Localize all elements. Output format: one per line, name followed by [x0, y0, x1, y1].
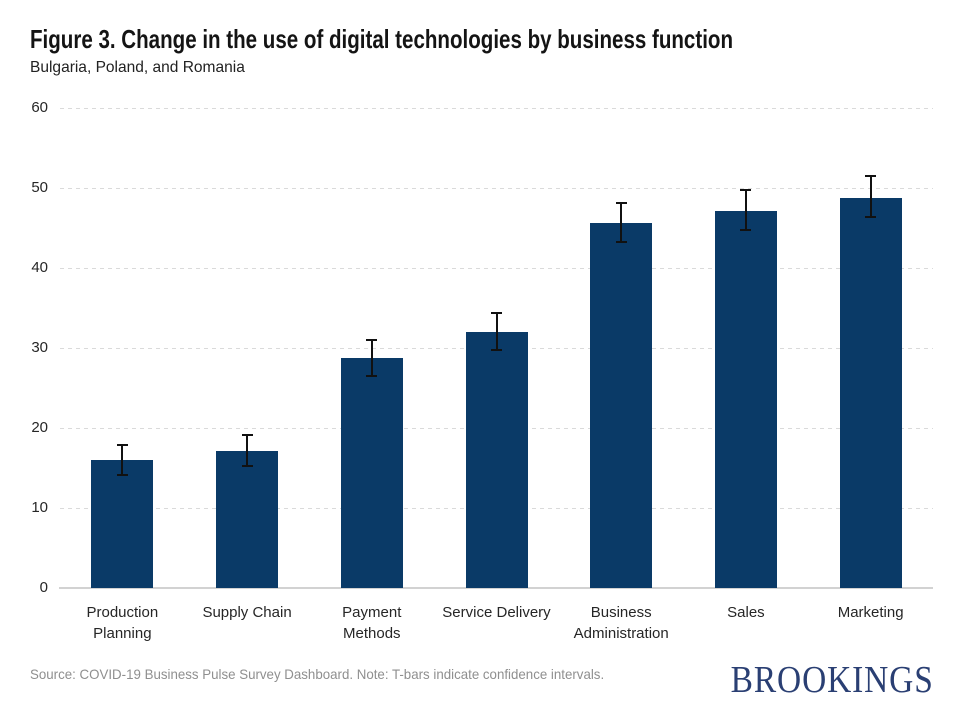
error-bar-cap-top	[241, 434, 253, 437]
x-axis-label-sales: Sales	[684, 602, 809, 623]
y-axis-tick-label: 40	[31, 259, 48, 276]
bar-production-planning	[91, 460, 154, 588]
error-bar-cap-top	[491, 311, 502, 314]
error-bar-cap-bottom	[491, 348, 502, 351]
error-bar-line	[370, 340, 373, 376]
gridline-40	[60, 268, 933, 269]
bar-supply-chain	[216, 451, 279, 588]
bar-sales	[714, 211, 777, 588]
error-bar-line	[744, 189, 747, 230]
error-bar-cap-bottom	[241, 464, 253, 467]
x-axis-label-production-planning: Production Planning	[60, 602, 185, 644]
x-axis-label-line: Supply Chain	[202, 604, 292, 621]
x-axis-label-line: Production	[86, 604, 159, 621]
x-axis-label-line: Administration	[573, 625, 669, 642]
bar-service-delivery	[465, 332, 528, 588]
figure-title: Figure 3. Change in the use of digital t…	[30, 24, 734, 54]
x-axis-label-line: Service Delivery	[442, 604, 551, 621]
error-bar-cap-bottom	[116, 474, 128, 477]
x-axis-label-marketing: Marketing	[808, 602, 933, 623]
y-axis-tick-label: 50	[31, 179, 48, 196]
x-axis-label-payment-methods: Payment Methods	[309, 602, 434, 644]
x-axis-label-line: Business	[590, 604, 652, 621]
y-axis-tick-label: 30	[31, 339, 48, 356]
x-axis-label-line: Payment	[342, 604, 402, 621]
error-bar-line	[495, 312, 498, 350]
source-note: Source: COVID-19 Business Pulse Survey D…	[30, 666, 605, 682]
error-bar-cap-top	[615, 202, 627, 205]
error-bar-cap-bottom	[740, 228, 752, 231]
error-bar-line	[246, 435, 249, 466]
error-bar-cap-bottom	[865, 215, 877, 218]
x-axis-label-business-administration: Business Administration	[559, 602, 684, 644]
brookings-logo: BROOKINGS	[730, 659, 934, 701]
bar-payment-methods	[340, 358, 403, 588]
x-axis-label-line: Planning	[93, 625, 152, 642]
error-bar-cap-top	[865, 175, 877, 177]
error-bar-line	[869, 176, 872, 217]
x-axis-label-service-delivery: Service Delivery	[434, 602, 559, 623]
error-bar-cap-top	[116, 443, 128, 446]
error-bar-cap-bottom	[366, 375, 378, 377]
bar-business-administration	[590, 223, 653, 588]
gridline-60	[60, 108, 933, 109]
error-bar-cap-top	[366, 339, 378, 341]
gridline-50	[60, 188, 933, 189]
error-bar-cap-top	[740, 188, 752, 191]
bar-marketing	[839, 198, 902, 588]
x-axis-label-line: Methods	[343, 625, 401, 642]
y-axis-tick-label: 0	[39, 579, 48, 596]
x-axis-label-line: Marketing	[837, 604, 904, 621]
x-axis-line	[59, 587, 933, 589]
error-bar-cap-bottom	[615, 240, 627, 243]
y-axis-tick-label: 20	[31, 419, 48, 436]
error-bar-line	[620, 203, 623, 242]
error-bar-line	[121, 444, 124, 476]
figure-subtitle: Bulgaria, Poland, and Romania	[30, 59, 245, 76]
y-axis-tick-label: 10	[31, 499, 48, 516]
x-axis-label-supply-chain: Supply Chain	[185, 602, 310, 623]
y-axis-tick-label: 60	[31, 99, 48, 116]
x-axis-label-line: Sales	[727, 604, 765, 621]
